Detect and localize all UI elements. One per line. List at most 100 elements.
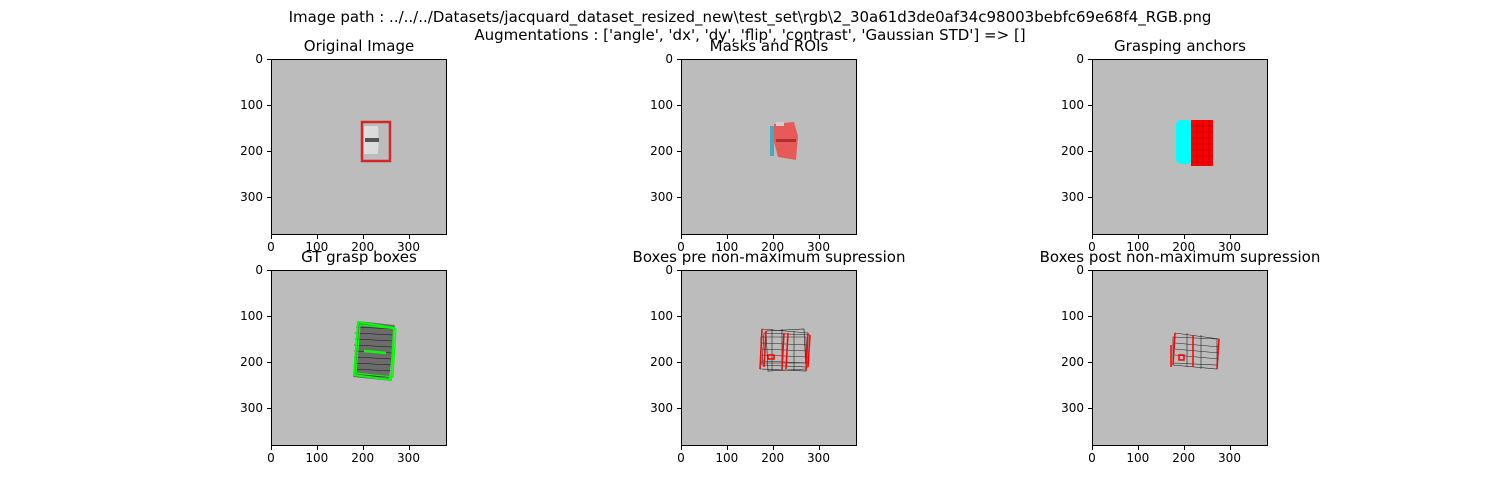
y-tick-label: 0	[1076, 52, 1084, 66]
x-tick-mark	[362, 446, 364, 450]
x-tick-mark	[1137, 446, 1139, 450]
panel-masks-rois: Masks and ROIs 0 100 200 300 0 100 200 300	[650, 37, 857, 254]
image-canvas	[352, 320, 397, 382]
image-canvas	[770, 122, 798, 160]
y-tick-label: 300	[1061, 400, 1084, 415]
x-tick-label: 300	[397, 451, 420, 465]
x-tick-mark	[681, 446, 682, 450]
x-tick-mark	[1229, 235, 1231, 239]
y-tick-mark	[267, 361, 271, 363]
y-tick-label: 200	[650, 143, 673, 158]
x-tick-label: 200	[761, 240, 785, 254]
y-tick-label: 100	[650, 308, 673, 323]
panel-title: GT grasp boxes	[301, 248, 417, 266]
pre-nms-grasp-jaws	[759, 328, 811, 372]
x-tick-mark	[818, 235, 820, 239]
x-tick-label: 0	[1088, 240, 1096, 254]
gt-box-group	[352, 320, 397, 382]
y-tick-mark	[1088, 104, 1092, 106]
y-tick-mark	[267, 150, 271, 152]
x-tick-label: 100	[305, 240, 329, 254]
panel-title: Boxes post non-maximum supression	[1039, 248, 1321, 266]
y-tick-label: 200	[240, 143, 263, 158]
x-tick-mark	[271, 235, 272, 239]
y-tick-label: 0	[665, 263, 673, 277]
y-tick-mark	[677, 315, 681, 317]
x-tick-label: 100	[1126, 451, 1150, 465]
figure-suptitle-path: Image path : ../../../Datasets/jacquard_…	[288, 8, 1212, 26]
pre-nms-boxes	[759, 328, 811, 372]
x-tick-label: 300	[807, 451, 830, 465]
image-area	[271, 270, 447, 446]
post-nms-boxes	[1172, 332, 1220, 370]
x-tick-mark	[1229, 446, 1231, 450]
image-canvas	[360, 120, 392, 163]
y-tick-mark	[1088, 59, 1092, 60]
figure-suptitle-augmentations: Augmentations : ['angle', 'dx', 'dy', 'f…	[474, 26, 1026, 44]
x-tick-mark	[1183, 235, 1185, 239]
y-tick-mark	[677, 59, 681, 60]
x-tick-label: 0	[267, 240, 275, 254]
gt-box-outline	[352, 320, 396, 382]
panel-original-image: Original Image 0 100 200 300 0 100 200 300	[240, 37, 447, 254]
x-tick-mark	[772, 235, 774, 239]
y-tick-label: 200	[650, 354, 673, 369]
y-tick-mark	[677, 150, 681, 152]
x-tick-label: 0	[677, 240, 685, 254]
y-tick-label: 200	[1061, 354, 1084, 369]
y-tick-mark	[677, 270, 681, 271]
panel-title: Masks and ROIs	[709, 37, 829, 55]
panel-title: Boxes pre non-maximum supression	[632, 248, 906, 266]
x-tick-label: 0	[1088, 451, 1096, 465]
x-tick-mark	[681, 235, 682, 239]
mask-highlight	[776, 122, 784, 126]
image-area	[1092, 270, 1268, 446]
x-tick-label: 100	[715, 240, 739, 254]
x-tick-label: 100	[305, 451, 329, 465]
y-tick-mark	[267, 315, 271, 317]
y-tick-mark	[267, 196, 271, 198]
image-area	[271, 59, 447, 235]
y-tick-mark	[1088, 196, 1092, 198]
y-tick-mark	[677, 196, 681, 198]
x-tick-label: 0	[267, 451, 275, 465]
panel-boxes-post-nms: Boxes post non-maximum supression 0 100 20…	[1040, 248, 1321, 465]
mask-stripe	[776, 139, 796, 142]
x-tick-mark	[1137, 235, 1139, 239]
x-tick-mark	[316, 235, 318, 239]
x-tick-label: 300	[1218, 240, 1241, 254]
x-tick-mark	[408, 235, 410, 239]
anchor-cyan	[1176, 120, 1192, 164]
x-tick-mark	[726, 446, 728, 450]
panel-title: Grasping anchors	[1114, 37, 1246, 55]
image-area	[681, 59, 857, 235]
x-tick-label: 300	[1218, 451, 1241, 465]
x-tick-label: 300	[807, 240, 830, 254]
y-tick-mark	[677, 104, 681, 106]
post-nms-grasp-jaws	[1170, 332, 1220, 370]
y-tick-mark	[267, 270, 271, 271]
x-tick-mark	[1183, 446, 1185, 450]
panel-gt-grasp-boxes: GT grasp boxes 0 100 200 300 0 100 200 300	[240, 248, 447, 465]
x-tick-label: 200	[1172, 451, 1196, 465]
x-tick-mark	[1092, 446, 1093, 450]
y-tick-label: 200	[1061, 143, 1084, 158]
image-canvas	[1170, 332, 1220, 370]
x-tick-label: 100	[1126, 240, 1150, 254]
anchor-grid	[1191, 120, 1213, 166]
x-tick-label: 200	[351, 240, 375, 254]
y-tick-label: 300	[1061, 189, 1084, 204]
x-tick-label: 100	[715, 451, 739, 465]
y-tick-mark	[1088, 315, 1092, 317]
panel-title: Original Image	[303, 37, 415, 55]
x-tick-label: 200	[1172, 240, 1196, 254]
x-tick-mark	[726, 235, 728, 239]
y-tick-label: 0	[665, 52, 673, 66]
panel-boxes-pre-nms: Boxes pre non-maximum supression 0 100 200…	[633, 248, 906, 465]
y-tick-mark	[1088, 361, 1092, 363]
y-tick-label: 100	[1061, 308, 1084, 323]
y-tick-label: 0	[255, 263, 263, 277]
y-tick-label: 0	[255, 52, 263, 66]
x-tick-mark	[772, 446, 774, 450]
x-tick-mark	[271, 446, 272, 450]
